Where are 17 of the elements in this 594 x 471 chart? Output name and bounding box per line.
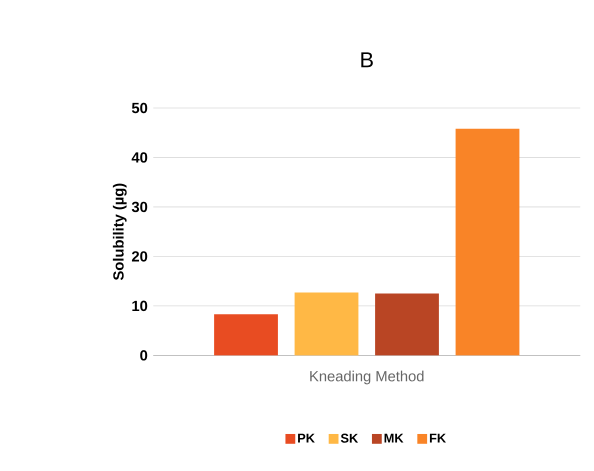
legend-label: PK: [298, 434, 315, 442]
y-tick-label: 0: [140, 350, 148, 360]
y-tick-label: 20: [132, 251, 148, 262]
bar: [214, 314, 278, 356]
y-tick-label: 40: [132, 152, 148, 163]
y-tick-label: 10: [132, 300, 148, 311]
y-axis-title: Solubility (µg): [112, 183, 127, 280]
y-tick-label: 50: [132, 102, 148, 114]
x-tick-label: Kneading Method: [310, 370, 424, 384]
chart-title: B: [361, 52, 373, 68]
bar: [375, 293, 439, 356]
legend-label: FK: [430, 434, 446, 442]
bar: [456, 128, 520, 356]
legend-label: SK: [340, 434, 358, 443]
bar: [294, 292, 358, 356]
legend-label: MK: [384, 434, 404, 442]
y-tick-label: 30: [132, 202, 148, 212]
